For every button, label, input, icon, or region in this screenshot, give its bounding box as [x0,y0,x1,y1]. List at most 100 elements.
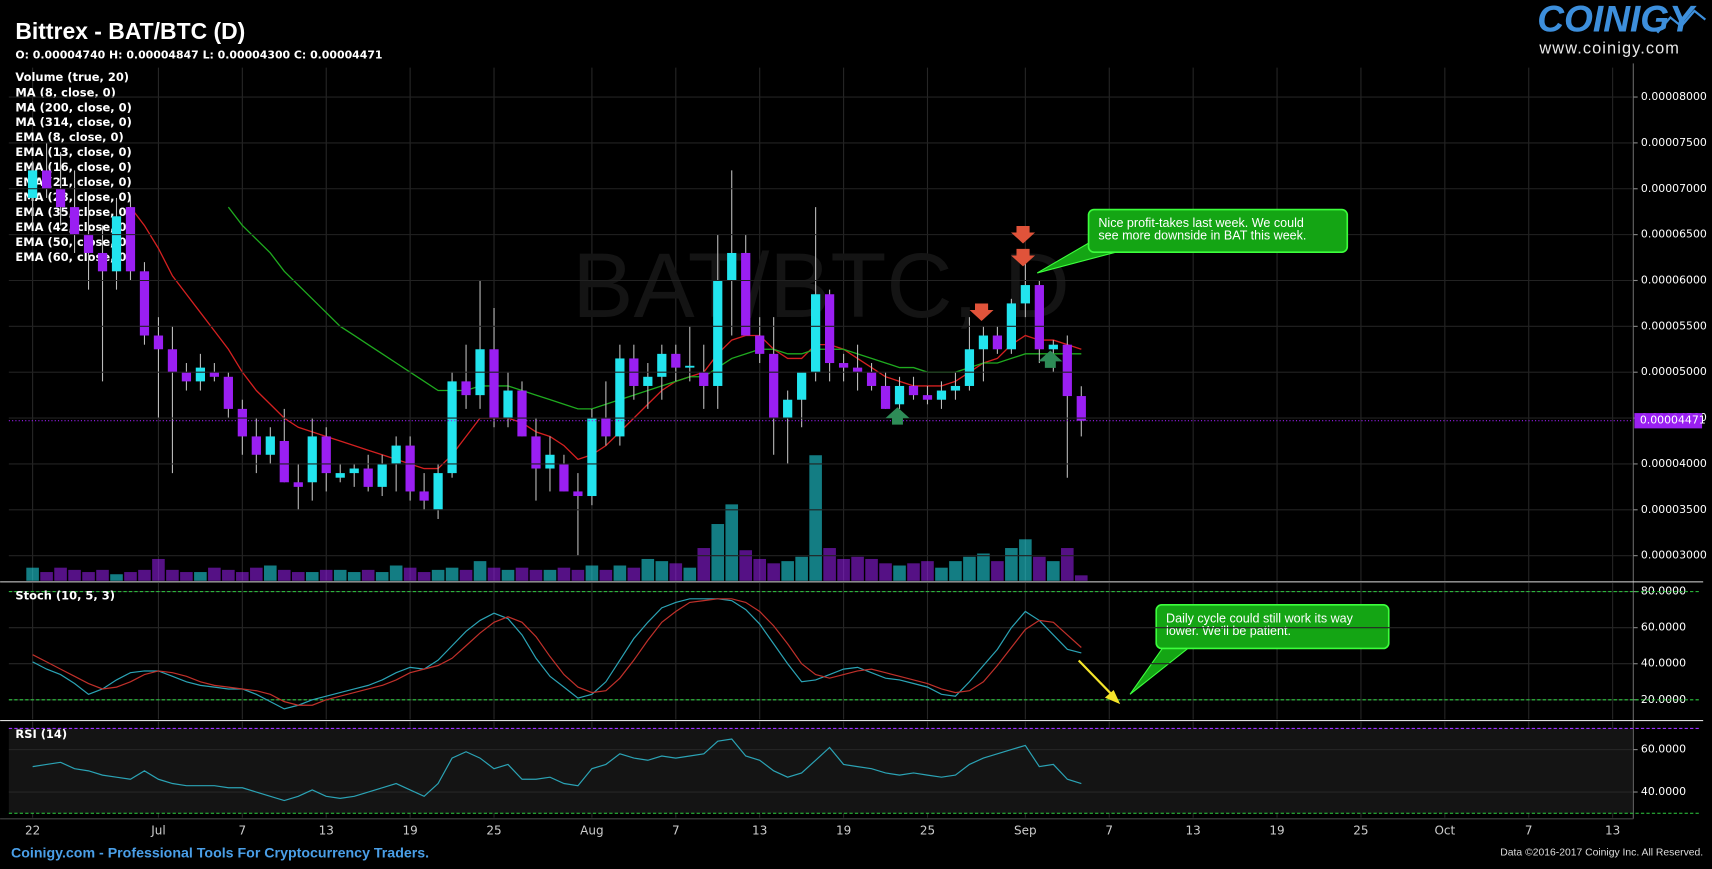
candle-body [587,418,597,497]
x-tick-label: 22 [25,823,40,837]
volume-bar [236,572,249,581]
candle-body [545,454,555,469]
candle-body [27,170,38,198]
trend-arrow [1077,659,1117,700]
candle-body [321,436,331,474]
volume-bar [879,563,892,581]
candle-body [517,390,527,437]
candle-body [209,372,219,377]
volume-bar [40,572,53,581]
y-tick-label: 60.0000 [1641,621,1686,634]
candle-body [880,385,891,409]
x-tick-label: Aug [580,823,603,837]
volume-bar [585,565,599,581]
y-tick-label: 60.0000 [1641,743,1686,756]
candle-body [265,436,275,455]
y-tick-label: 40.0000 [1641,657,1686,670]
volume-bar [781,561,794,581]
volume-bar [963,556,976,581]
candle-body [559,463,569,492]
volume-bar [180,572,193,581]
y-tick-label: 0.00006500 [1641,228,1707,241]
volume-bar [543,569,557,581]
y-tick-label: 40.0000 [1641,785,1686,798]
volume-bar [291,572,305,581]
indicator-label: EMA (8, close, 0) [15,130,123,144]
candle-body [293,482,303,487]
indicator-title: RSI (14) [15,727,67,741]
volume-bar [222,569,235,581]
volume-bar [1033,556,1046,581]
y-tick-label: 0.00006000 [1641,273,1707,286]
candle-body [1034,285,1044,350]
volume-bar [208,567,221,581]
candle-body [405,445,415,492]
candle-body [727,252,737,281]
x-tick-label: Jul [150,823,165,837]
y-tick-label: 0.00003500 [1641,503,1707,516]
callout-text: lower. We'll be patient. [1166,624,1291,638]
volume-bar [977,553,990,581]
candle-body [908,385,919,396]
volume-bar [305,572,319,581]
candle-body [363,468,373,487]
x-tick-label: 25 [920,823,935,837]
buy-arrow [1038,350,1063,368]
volume-bar [487,567,501,581]
x-tick-label: 7 [1525,823,1533,837]
candle-body [601,418,611,437]
candle-body [1062,344,1072,397]
volume-bar [921,561,934,581]
callout-text: see more downside in BAT this week. [1098,229,1306,243]
volume-bar [68,569,81,581]
candle-body [195,367,206,382]
signals [885,225,1121,705]
y-tick-label: 0.00007000 [1641,182,1707,195]
candle-body [307,436,317,483]
candle-body [335,473,345,478]
indicator-label: MA (314, close, 0) [15,115,131,129]
sell-arrow [1011,225,1036,244]
level-band [8,728,1633,814]
x-tick-label: 13 [1186,823,1201,837]
candle-body [783,399,793,419]
buy-arrow [885,407,910,425]
volume-bar [166,569,179,581]
candle-body [824,294,835,364]
trend-arrowhead [1104,689,1121,705]
volume-bar [82,572,95,581]
ohlc: O: 0.00004740 H: 0.00004847 L: 0.0000430… [15,49,382,62]
candle-body [111,216,122,272]
candle-body [699,372,709,386]
x-tick-label: Oct [1434,823,1455,837]
volume-bar [613,565,627,581]
y-tick-label: 0.00005500 [1641,319,1707,332]
candle-body [447,381,457,474]
candle-body [615,358,625,437]
candle-body [83,234,94,253]
volume-bar [333,569,347,581]
volume-bar [445,567,459,581]
candle-body [69,207,80,235]
x-tick-label: 19 [836,823,851,837]
volume-bar [753,558,766,581]
volume-bar [599,569,613,581]
volume-bar [571,569,585,581]
volume-bar [641,558,655,581]
x-tick-label: 13 [752,823,767,837]
volume-bar [1047,561,1060,581]
callout [1155,603,1390,650]
last-price-box [1634,413,1703,429]
volume-bar [138,569,151,581]
volume-bar [795,556,808,581]
candle-body [55,188,66,208]
candle-body [769,353,779,419]
candle-body [1020,285,1030,304]
x-tick-label: 7 [672,823,680,837]
candle-body [811,294,821,373]
volume-bar [711,524,725,581]
candle-body [894,385,905,405]
candle-body [461,381,471,396]
